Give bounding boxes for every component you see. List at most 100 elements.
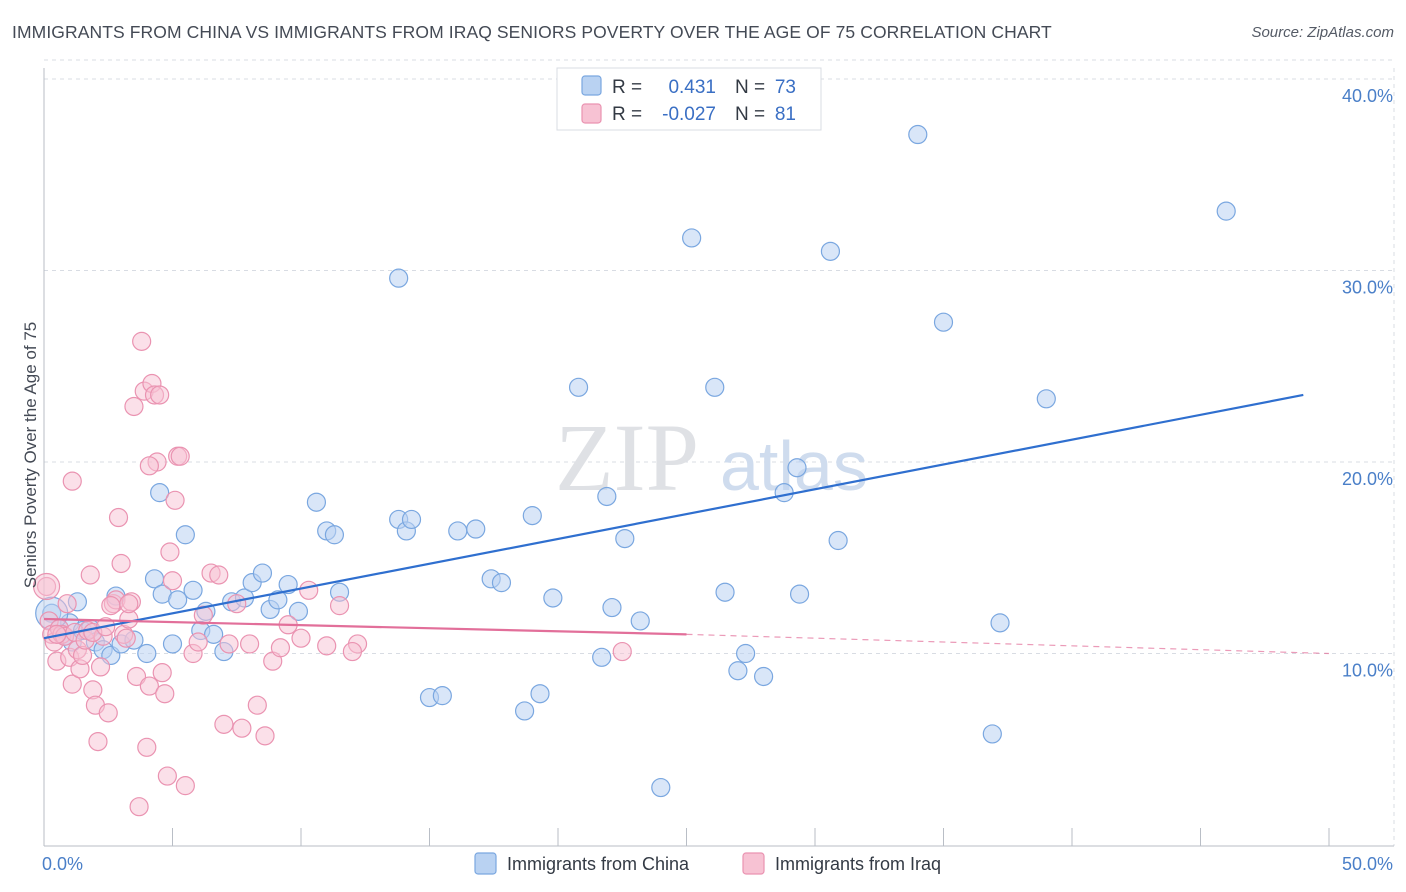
iraq-point	[175, 776, 195, 796]
series-legend: Immigrants from China Immigrants from Ir…	[474, 852, 941, 875]
iraq-point	[155, 684, 175, 704]
china-point	[736, 643, 756, 664]
iraq-point	[193, 605, 213, 625]
iraq-point	[329, 596, 350, 616]
axes	[43, 68, 1394, 847]
iraq-point	[160, 542, 180, 562]
china-point	[820, 241, 841, 261]
iraq-point	[126, 666, 147, 687]
iraq-point	[62, 471, 82, 491]
china-point	[288, 601, 309, 621]
iraq-point	[80, 565, 100, 585]
iraq-point	[227, 594, 247, 614]
iraq-point	[188, 632, 208, 652]
bottom-legend-iraq-swatch	[742, 852, 765, 875]
iraq-point	[129, 797, 149, 817]
source-label: Source: ZipAtlas.com	[1251, 24, 1394, 41]
legend-iraq-r-label: R =	[612, 104, 642, 125]
bottom-legend-china-label: Immigrants from China	[507, 854, 690, 874]
china-point	[990, 613, 1010, 633]
china-point	[615, 528, 635, 549]
iraq-point	[317, 636, 337, 656]
iraq-point	[116, 628, 136, 648]
china-point	[597, 486, 617, 507]
iraq-point	[219, 634, 239, 654]
legend-china-r-label: R =	[612, 77, 642, 98]
china-point	[137, 643, 157, 664]
china-point	[150, 483, 170, 503]
trend-lines	[43, 393, 1330, 655]
iraq-point	[247, 695, 267, 715]
iraq-point	[90, 657, 111, 677]
china-point	[401, 509, 422, 530]
legend-iraq-n-value: 81	[775, 104, 796, 125]
china-points	[35, 124, 1236, 798]
china-point	[753, 666, 774, 687]
y-tick-label-20: 20.0%	[1342, 469, 1393, 489]
iraq-point-cluster	[32, 572, 61, 601]
iraq-point	[139, 676, 159, 696]
china-point	[491, 573, 512, 593]
iraq-point	[209, 565, 229, 585]
iraq-point	[150, 385, 170, 405]
iraq-point	[62, 674, 82, 694]
china-point	[651, 777, 671, 798]
y-tick-label-30: 30.0%	[1342, 278, 1393, 298]
iraq-point	[108, 507, 129, 528]
legend-china-r-value: 0.431	[668, 77, 716, 98]
china-point	[175, 525, 195, 545]
iraq-point	[162, 571, 183, 591]
iraq-trend-line	[43, 617, 687, 636]
iraq-point	[152, 663, 172, 683]
china-point	[1216, 201, 1236, 221]
china-point	[389, 268, 409, 288]
y-axis-title: Seniors Poverty Over the Age of 75	[21, 322, 40, 588]
china-point	[168, 590, 188, 610]
china-point	[530, 684, 550, 704]
iraq-point	[119, 594, 139, 614]
iraq-points	[32, 331, 632, 817]
china-point	[630, 611, 650, 631]
china-point	[789, 584, 810, 604]
correlation-legend: R = 0.431 N = 73 R = -0.027 N = 81	[556, 67, 822, 131]
china-point	[908, 124, 928, 145]
legend-china-n-value: 73	[775, 77, 796, 98]
iraq-point	[342, 641, 362, 662]
iraq-point	[255, 726, 275, 746]
china-point	[204, 624, 224, 644]
legend-iraq-swatch	[581, 103, 602, 124]
china-point	[466, 519, 486, 539]
iraq-point	[124, 396, 144, 417]
bottom-legend-china-swatch	[474, 852, 497, 875]
chart-title: IMMIGRANTS FROM CHINA VS IMMIGRANTS FROM…	[12, 22, 1052, 42]
iraq-point	[170, 446, 190, 466]
china-point	[774, 483, 794, 503]
china-point	[514, 701, 535, 721]
china-point	[715, 582, 735, 602]
tick-labels: 10.0% 20.0% 30.0% 40.0% 0.0% 50.0%	[42, 86, 1393, 874]
china-point	[268, 590, 288, 610]
y-tick-label-40: 40.0%	[1342, 86, 1393, 106]
iraq-point	[98, 703, 118, 723]
china-point	[933, 312, 954, 332]
iraq-point	[137, 737, 157, 757]
bottom-legend-iraq-label: Immigrants from Iraq	[775, 854, 941, 874]
china-point	[522, 506, 542, 526]
china-point	[982, 724, 1002, 744]
iraq-point	[270, 638, 291, 658]
iraq-point	[111, 553, 131, 574]
iraq-trend-extrapolation	[686, 633, 1330, 655]
china-point	[1036, 389, 1056, 409]
iraq-point	[291, 628, 311, 648]
legend-iraq-n-label: N =	[735, 104, 765, 125]
iraq-point	[232, 718, 252, 738]
china-point	[543, 588, 563, 608]
china-point	[448, 521, 468, 541]
china-point	[568, 377, 589, 397]
x-tick-label-50: 50.0%	[1342, 854, 1393, 874]
china-point	[705, 377, 725, 397]
iraq-point	[101, 596, 121, 616]
iraq-point	[132, 331, 152, 351]
china-point	[324, 525, 345, 545]
china-point	[432, 686, 452, 706]
